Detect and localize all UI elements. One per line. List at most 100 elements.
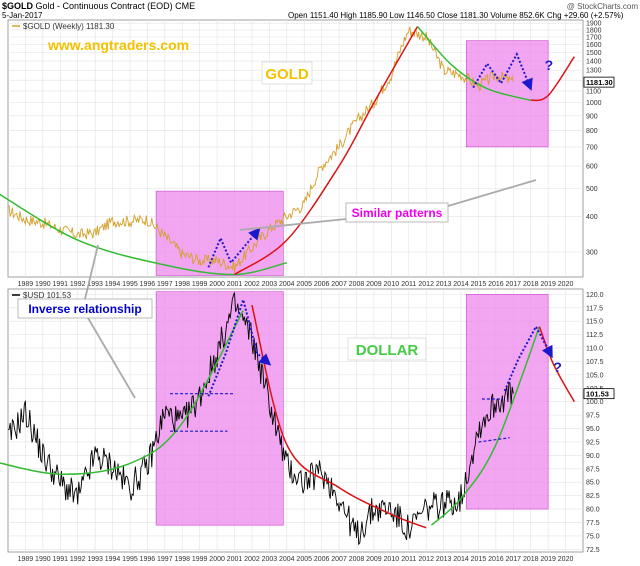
chart-symbol: $GOLD Gold - Continuous Contract (EOD) C… <box>2 1 195 11</box>
close-label: Close <box>437 11 458 20</box>
low-value: 1146.50 <box>406 11 435 20</box>
y-tick-label: 117.5 <box>586 305 603 312</box>
x-tick-label: 2008 <box>349 556 365 563</box>
x-tick-label: 2017 <box>506 556 522 563</box>
x-tick-label: 2011 <box>401 281 416 288</box>
question-mark: ? <box>553 359 562 375</box>
x-tick-label: 2015 <box>471 556 487 563</box>
y-tick-label: 1700 <box>586 34 602 41</box>
open-label: Open <box>288 11 308 20</box>
y-tick-label: 92.5 <box>586 439 600 446</box>
high-label: High <box>340 11 357 20</box>
x-tick-label: 1990 <box>35 281 51 288</box>
x-tick-label: 1989 <box>18 556 34 563</box>
x-tick-label: 2014 <box>453 556 469 563</box>
last-value-tag <box>583 76 615 88</box>
x-tick-label: 1991 <box>52 281 68 288</box>
green-trend-curve <box>430 326 541 526</box>
red-trend-curve <box>251 304 427 529</box>
y-tick-label: 115.0 <box>586 319 603 326</box>
volume-value: 852.6K <box>519 11 545 20</box>
green-trend-curve <box>0 193 287 276</box>
x-tick-label: 2018 <box>523 556 539 563</box>
exchange: CME <box>175 1 196 11</box>
x-tick-label: 2006 <box>314 556 330 563</box>
y-tick-label: 1300 <box>586 68 602 75</box>
high-value: 1185.90 <box>359 11 388 20</box>
y-tick-label: 500 <box>586 186 598 193</box>
x-tick-label: 2001 <box>227 281 243 288</box>
y-tick-label: 80.0 <box>586 507 600 514</box>
x-tick-label: 2009 <box>366 556 382 563</box>
callout-line <box>239 218 347 231</box>
x-tick-label: 1995 <box>122 281 138 288</box>
x-tick-label: 2014 <box>453 281 469 288</box>
series-line-gold <box>7 26 514 274</box>
question-mark: ? <box>545 57 554 73</box>
x-tick-label: 2009 <box>366 281 382 288</box>
y-tick-label: 600 <box>586 164 598 171</box>
x-tick-label: 1994 <box>105 281 121 288</box>
y-tick-label: 105.0 <box>586 372 604 379</box>
symbol: $GOLD <box>2 1 34 11</box>
x-tick-label: 2020 <box>558 281 574 288</box>
x-tick-label: 1994 <box>105 556 121 563</box>
x-tick-label: 1997 <box>157 281 173 288</box>
x-tick-label: 2019 <box>540 556 556 563</box>
x-tick-label: 1993 <box>87 556 103 563</box>
gold-label-box <box>261 61 313 85</box>
green-trend-curve <box>416 26 531 102</box>
callout-line <box>84 244 99 300</box>
x-tick-label: 2002 <box>244 556 260 563</box>
close-value: 1181.30 <box>459 11 489 20</box>
x-tick-label: 2003 <box>262 556 278 563</box>
highlight-box <box>155 291 284 526</box>
red-trend-curve <box>530 56 575 102</box>
red-trend-curve <box>538 326 575 403</box>
x-tick-label: 2019 <box>540 281 556 288</box>
y-tick-label: 112.5 <box>586 332 603 339</box>
chg-value: +29.60 (+2.57%) <box>563 11 624 20</box>
inverse-relationship-label: Inverse relationship <box>28 302 141 316</box>
highlight-box <box>465 40 549 148</box>
y-tick-label: 700 <box>586 144 598 151</box>
source-credit: @ StockCharts.com <box>566 2 638 11</box>
y-tick-label: 95.0 <box>586 426 600 433</box>
pattern-arrow <box>472 51 533 91</box>
x-tick-label: 1995 <box>122 556 138 563</box>
x-tick-label: 2018 <box>523 281 539 288</box>
y-tick-label: 1600 <box>586 42 602 49</box>
y-tick-label: 1500 <box>586 50 602 57</box>
y-tick-label: 90.0 <box>586 453 600 460</box>
support-line <box>478 437 510 443</box>
x-tick-label: 1996 <box>140 281 156 288</box>
x-tick-label: 1999 <box>192 556 208 563</box>
y-tick-label: 107.5 <box>586 359 604 366</box>
last-value-tag <box>583 388 615 400</box>
x-tick-label: 2007 <box>331 281 347 288</box>
x-tick-label: 1989 <box>18 281 34 288</box>
y-tick-label: 1400 <box>586 59 602 66</box>
x-tick-label: 2008 <box>349 281 365 288</box>
x-tick-label: 2000 <box>209 281 225 288</box>
low-label: Low <box>389 11 405 20</box>
y-tick-label: 77.5 <box>586 520 600 527</box>
y-tick-label: 82.5 <box>586 493 600 500</box>
pattern-arrow <box>503 324 553 392</box>
x-tick-label: 2011 <box>401 556 416 563</box>
y-tick-label: 900 <box>586 113 598 120</box>
y-tick-label: 97.5 <box>586 413 600 420</box>
x-tick-label: 1990 <box>35 556 51 563</box>
description: Gold - Continuous Contract (EOD) <box>35 1 173 11</box>
x-tick-label: 2017 <box>506 281 522 288</box>
x-tick-label: 1993 <box>87 281 103 288</box>
x-tick-label: 2012 <box>418 556 434 563</box>
x-tick-label: 2013 <box>436 281 452 288</box>
x-tick-label: 2016 <box>488 556 504 563</box>
chg-label: Chg <box>546 11 562 20</box>
x-tick-label: 2003 <box>262 281 278 288</box>
x-tick-label: 2005 <box>296 281 312 288</box>
x-tick-label: 1998 <box>174 281 190 288</box>
x-tick-label: 2012 <box>418 281 434 288</box>
